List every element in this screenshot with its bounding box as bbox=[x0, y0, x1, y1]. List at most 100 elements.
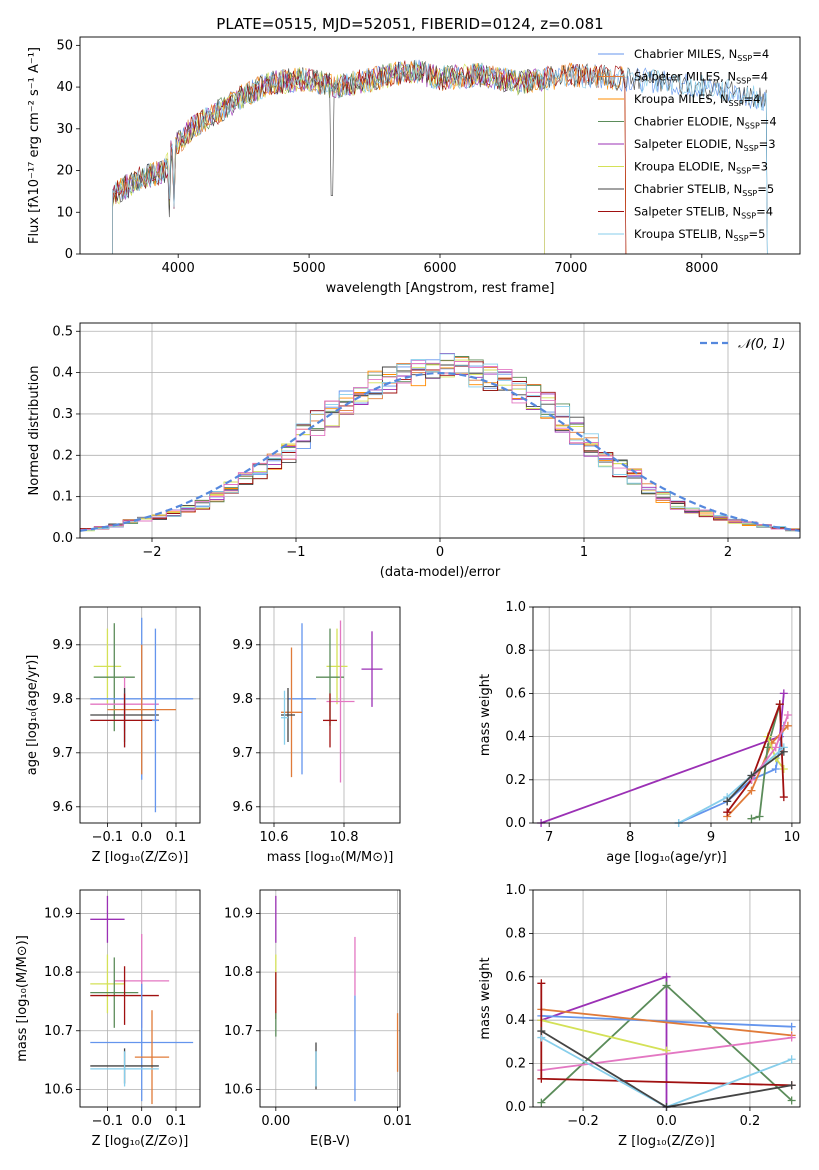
x-axis-label: (data-model)/error bbox=[380, 565, 501, 580]
weight-marker bbox=[771, 743, 780, 752]
weight-marker bbox=[537, 979, 546, 988]
weight-marker bbox=[787, 1096, 796, 1105]
y-tick-label: 50 bbox=[56, 38, 73, 53]
y-tick-label: 0.2 bbox=[52, 448, 73, 463]
weight-marker bbox=[747, 814, 756, 823]
legend-sub: SSP bbox=[745, 122, 760, 131]
axes-frame bbox=[79, 606, 201, 824]
x-tick-label: 0.1 bbox=[166, 1114, 187, 1129]
x-axis-label: age [log₁₀(age/yr)] bbox=[606, 850, 727, 865]
legend: Chabrier MILES, NSSP=4 Salpeter MILES, NS… bbox=[598, 47, 777, 243]
x-tick-label: 0.0 bbox=[656, 1114, 677, 1129]
axes-frame bbox=[79, 322, 801, 539]
weight-marker bbox=[537, 1098, 546, 1107]
legend-tail: =4 bbox=[751, 70, 768, 84]
y-tick-label: 10.8 bbox=[224, 965, 253, 980]
y-tick-label: 10.7 bbox=[224, 1024, 253, 1039]
x-tick-label: 7 bbox=[545, 830, 553, 845]
legend-tail: =4 bbox=[744, 92, 761, 106]
legend-name: Chabrier STELIB, N bbox=[634, 182, 742, 196]
axes-frame bbox=[79, 36, 801, 255]
weight-line bbox=[541, 1008, 792, 1037]
y-tick-label: 0 bbox=[65, 247, 73, 262]
legend-label: Salpeter STELIB, NSSP=4 bbox=[634, 205, 773, 221]
legend-sub: SSP bbox=[736, 77, 751, 86]
legend-name: Kroupa MILES, N bbox=[634, 92, 729, 106]
spectrum-lines bbox=[112, 59, 768, 255]
x-axis-label: Z [log₁₀(Z/Z⊙)] bbox=[618, 1134, 715, 1149]
legend-sub: SSP bbox=[741, 212, 756, 221]
x-tick-label: 0.0 bbox=[131, 830, 152, 845]
y-axis-label: mass weight bbox=[478, 674, 493, 756]
y-tick-label: 0.8 bbox=[505, 926, 526, 941]
y-axis-label: Normed distribution bbox=[27, 366, 42, 496]
y-tick-label: 0.5 bbox=[52, 324, 73, 339]
weight-marker bbox=[662, 981, 671, 990]
spectrum-series bbox=[112, 59, 768, 255]
weight-marker bbox=[787, 1055, 796, 1064]
legend-name: Salpeter ELODIE, N bbox=[634, 137, 744, 151]
legend-tail: =5 bbox=[749, 227, 766, 241]
y-tick-label: 0.1 bbox=[52, 490, 73, 505]
legend-sub: SSP bbox=[729, 99, 744, 108]
x-tick-label: 10.8 bbox=[330, 830, 359, 845]
weight-marker bbox=[787, 1081, 796, 1090]
weight-line bbox=[541, 1015, 792, 1028]
x-tick-label: 0.00 bbox=[261, 1114, 290, 1129]
weight-marker bbox=[779, 747, 788, 756]
y-tick-label: 30 bbox=[56, 122, 73, 137]
x-tick-label: 10.6 bbox=[260, 830, 289, 845]
x-tick-label: 4000 bbox=[162, 261, 195, 276]
weight-line bbox=[540, 693, 785, 824]
legend-tail: =3 bbox=[759, 137, 776, 151]
legend-label: Kroupa MILES, NSSP=4 bbox=[634, 92, 760, 108]
y-axis-label: age [log₁₀(age/yr)] bbox=[25, 655, 40, 776]
weight-marker bbox=[771, 765, 780, 773]
y-axis-label: mass weight bbox=[478, 957, 493, 1039]
x-tick-label: −2 bbox=[142, 545, 161, 560]
weight-line bbox=[541, 1019, 667, 1052]
weight-marker bbox=[779, 793, 788, 802]
legend-name: Salpeter STELIB, N bbox=[634, 205, 741, 219]
weight-marker bbox=[537, 1074, 546, 1083]
y-tick-label: 0.2 bbox=[505, 1057, 526, 1072]
weight-line bbox=[726, 703, 785, 813]
legend-sub: SSP bbox=[736, 167, 751, 176]
x-tick-label: 6000 bbox=[423, 261, 456, 276]
legend-name: Kroupa STELIB, N bbox=[634, 227, 734, 241]
legend-label: Kroupa STELIB, NSSP=5 bbox=[634, 227, 765, 243]
x-tick-label: 0.1 bbox=[166, 830, 187, 845]
y-tick-label: 10.9 bbox=[224, 906, 253, 921]
legend-sub: SSP bbox=[734, 234, 749, 243]
legend-tail: =4 bbox=[752, 47, 769, 61]
legend-name: Kroupa ELODIE, N bbox=[634, 160, 736, 174]
weight-marker bbox=[723, 797, 732, 806]
y-tick-label: 0.0 bbox=[52, 531, 73, 546]
y-tick-label: 0.8 bbox=[505, 643, 526, 658]
x-tick-label: −0.1 bbox=[92, 830, 124, 845]
legend-label: Chabrier ELODIE, NSSP=4 bbox=[634, 115, 777, 131]
legend-label: Salpeter ELODIE, NSSP=3 bbox=[634, 137, 776, 153]
x-tick-label: 5000 bbox=[293, 261, 326, 276]
y-tick-label: 40 bbox=[56, 80, 73, 95]
legend-tail: =4 bbox=[760, 115, 777, 129]
legend-label: Salpeter MILES, NSSP=4 bbox=[634, 70, 768, 86]
legend-sub: SSP bbox=[744, 144, 759, 153]
y-tick-label: 10.6 bbox=[224, 1082, 253, 1097]
y-tick-label: 1.0 bbox=[505, 883, 526, 898]
legend-sub: SSP bbox=[742, 189, 757, 198]
x-tick-label: 7000 bbox=[554, 261, 587, 276]
legend-label: Chabrier STELIB, NSSP=5 bbox=[634, 182, 774, 198]
spectrum-series bbox=[112, 61, 627, 255]
x-tick-label: −1 bbox=[286, 545, 305, 560]
spectrum-series bbox=[112, 60, 627, 255]
y-tick-label: 9.7 bbox=[52, 746, 73, 761]
y-tick-label: 0.2 bbox=[505, 773, 526, 788]
y-tick-label: 1.0 bbox=[505, 600, 526, 615]
y-axis-label: Flux [fλ10⁻¹⁷ erg cm⁻² s⁻¹ A⁻¹] bbox=[27, 47, 42, 244]
x-tick-label: 10 bbox=[784, 830, 801, 845]
x-tick-label: −0.2 bbox=[567, 1114, 599, 1129]
gaussian-curve bbox=[79, 371, 801, 532]
legend-label: Chabrier MILES, NSSP=4 bbox=[634, 47, 769, 63]
